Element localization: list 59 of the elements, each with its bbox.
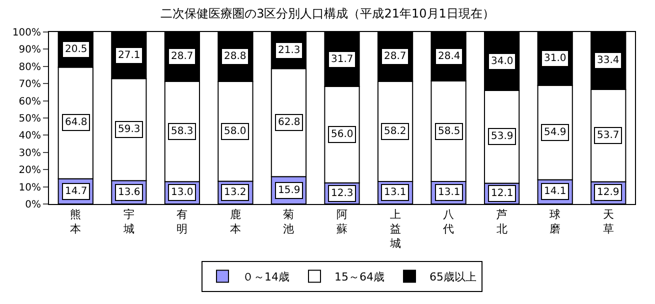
data-label: 13.1 [438,187,460,198]
data-label: 62.8 [278,117,300,128]
legend-label: 65歳以上 [430,270,476,284]
legend-label: ０～14歳 [242,270,290,284]
x-tick-label: 天草 [602,208,614,236]
chart-title: 二次保健医療圏の3区分別人口構成（平成21年10月1日現在） [160,6,494,21]
data-label: 64.8 [65,117,88,128]
x-tick-label: 球磨 [550,208,561,236]
data-label: 58.5 [438,126,460,137]
data-label: 28.4 [438,51,460,62]
y-tick-label: 90% [18,44,41,56]
data-label: 13.0 [171,187,194,198]
data-label: 28.8 [224,51,246,62]
x-tick-label: 宇城 [122,208,134,236]
data-label: 13.2 [224,187,246,198]
x-tick-label: 菊池 [283,208,294,236]
data-label: 56.0 [331,129,354,140]
data-label: 14.7 [65,186,88,197]
data-label: 54.9 [544,127,566,138]
data-label: 21.3 [278,45,300,56]
data-label: 27.1 [118,50,140,61]
data-label: 12.3 [331,188,354,199]
y-tick-label: 0% [25,200,41,210]
y-tick-label: 60% [18,96,41,108]
y-tick-label: 40% [18,130,41,142]
y-tick-label: 30% [18,148,41,159]
y-tick-label: 50% [18,114,41,124]
data-label: 12.9 [597,187,620,198]
data-label: 31.0 [544,53,566,64]
x-tick-label: 鹿本 [230,208,241,236]
data-label: 58.3 [171,126,194,137]
legend-label: 15～64歳 [334,270,384,284]
data-label: 14.1 [544,186,566,197]
data-label: 53.7 [597,130,620,141]
x-tick-label: 熊本 [70,208,82,236]
data-label: 53.9 [491,131,514,142]
data-label: 33.4 [597,55,620,66]
y-tick-label: 20% [18,165,41,176]
y-tick-label: 70% [18,79,41,90]
x-tick-label: 八代 [442,208,454,236]
x-tick-label: 阿蘇 [336,208,348,236]
y-tick-label: 100% [12,28,41,38]
data-label: 28.7 [171,51,194,62]
data-label: 20.5 [65,44,88,55]
data-label: 31.7 [331,54,354,65]
y-tick-label: 10% [18,182,41,194]
data-label: 13.6 [118,187,140,198]
data-label: 34.0 [491,56,514,67]
data-label: 28.7 [384,51,406,62]
y-tick-label: 80% [18,62,41,73]
data-label: 59.3 [118,124,140,135]
data-label: 58.0 [224,126,246,137]
data-label: 15.9 [278,185,300,196]
x-tick-label: 有明 [176,208,188,236]
data-label: 12.1 [491,188,514,199]
data-label: 13.1 [384,187,406,198]
data-label: 58.2 [384,126,406,137]
x-tick-label: 上益城 [388,208,401,250]
x-tick-label: 芦北 [496,208,508,236]
